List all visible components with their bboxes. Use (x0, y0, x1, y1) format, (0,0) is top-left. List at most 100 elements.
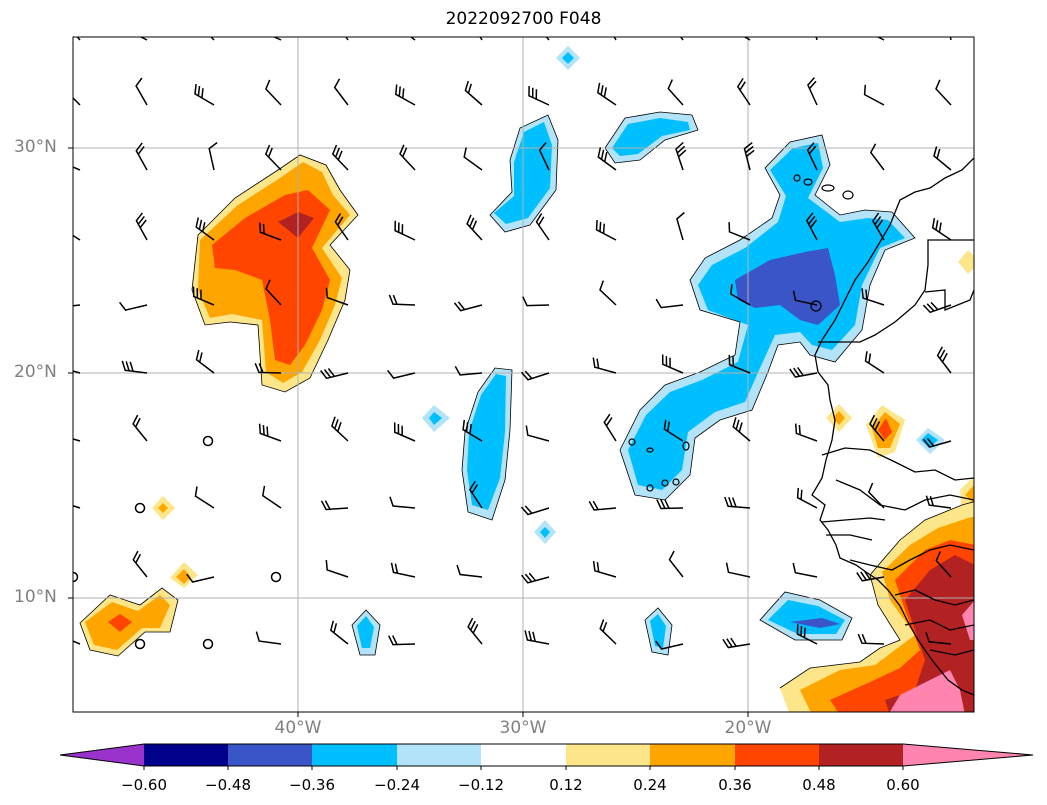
lat-label-10n: 10°N (14, 587, 57, 607)
wind-barb (663, 419, 684, 442)
wind-barb (329, 620, 349, 645)
wind-barb (192, 286, 215, 306)
wind-barb (261, 485, 282, 509)
wind-barb (743, 142, 755, 171)
colorbar (59, 743, 1034, 770)
wind-barb (456, 564, 483, 578)
wind-barb (255, 631, 282, 645)
wind-barb (856, 570, 885, 582)
wind-barb (73, 304, 81, 307)
wind-barb (599, 280, 617, 306)
wind-barb (325, 287, 349, 306)
wind-barb (73, 234, 81, 241)
gridlines (73, 37, 974, 712)
axis-ticks (68, 147, 749, 717)
wind-barb (736, 77, 751, 106)
wind-barb (195, 349, 215, 374)
wind-barb (524, 630, 550, 645)
anomaly-negative-band (620, 135, 915, 500)
lon-label-20w: 20°W (724, 718, 772, 738)
wind-barb (453, 301, 483, 312)
colorbar-tick-label: 0.36 (718, 776, 752, 794)
wind-barb (949, 37, 952, 41)
wind-barb (325, 560, 349, 578)
wind-barb (194, 84, 215, 106)
wind-barb (588, 500, 617, 511)
wind-barb (394, 220, 416, 241)
wind-barb (333, 78, 349, 106)
wind-barb (730, 284, 751, 306)
wind-barb (135, 212, 148, 241)
calm-wind-circles (73, 435, 282, 650)
wind-barb (815, 37, 818, 41)
wind-barb (728, 354, 751, 374)
wind-barb (73, 96, 81, 106)
wind-barb (525, 425, 550, 442)
wind-barb (135, 77, 148, 106)
wind-barb (522, 296, 550, 307)
wind-barb (806, 142, 818, 171)
wind-barb (73, 166, 81, 171)
colorbar-tick-label: −0.60 (121, 776, 167, 794)
wind-barb (668, 550, 684, 578)
wind-barb (466, 214, 483, 241)
wind-barb (389, 496, 416, 509)
wind-barb (656, 499, 684, 510)
colorbar-segment (228, 744, 312, 766)
wind-barb (387, 369, 416, 379)
wind-barb (521, 572, 550, 584)
wind-barb (922, 301, 952, 314)
map-area (73, 37, 974, 712)
colorbar-tick-label: −0.48 (205, 776, 251, 794)
colorbar-tick-label: 0.60 (886, 776, 920, 794)
colorbar-segment (144, 744, 228, 766)
colorbar-extend-low (60, 744, 144, 766)
wind-barb (73, 640, 81, 645)
colorbar-extend-high (903, 744, 1033, 766)
wind-barb (922, 437, 952, 448)
wind-barb (388, 294, 416, 306)
wind-barb (655, 298, 684, 309)
colorbar-segment (819, 744, 903, 766)
wind-barb (210, 37, 215, 41)
wind-barb (73, 505, 81, 509)
wind-barb (258, 423, 282, 442)
wind-barb (334, 213, 349, 241)
colorbar-segment (397, 744, 481, 766)
wind-barb (789, 366, 818, 378)
wind-barb (259, 222, 282, 241)
colorbar-segment (566, 744, 650, 766)
wind-barb (132, 414, 148, 442)
wind-barb (345, 37, 349, 41)
wind-barb (796, 487, 818, 509)
wind-barb (545, 37, 550, 41)
colorbar-segment (735, 744, 819, 766)
wind-barb (194, 486, 215, 509)
wind-barb (869, 414, 885, 442)
colorbar-segment (312, 744, 397, 766)
wind-barb (132, 550, 148, 578)
wind-barb (320, 368, 349, 380)
wind-barb (121, 360, 148, 374)
colorbar-tick-label: 0.48 (802, 776, 836, 794)
wind-barb (135, 142, 148, 171)
anomaly-positive-north (192, 155, 358, 392)
wind-barb (792, 290, 818, 306)
wind-barb (535, 213, 550, 241)
wind-barb (463, 147, 483, 171)
wind-barb (520, 505, 550, 516)
colorbar-tick-label: 0.24 (633, 776, 667, 794)
anomaly-positive-southeast (780, 501, 974, 712)
wind-barb (861, 288, 885, 306)
lat-label-30n: 30°N (14, 137, 57, 157)
colorbar-tick-label: −0.24 (374, 776, 420, 794)
wind-barb (655, 640, 684, 650)
wind-barb (679, 37, 684, 41)
wind-barb (390, 562, 416, 578)
wind-barb (388, 635, 416, 646)
lat-label-20n: 20°N (14, 362, 57, 382)
wind-barb (869, 143, 885, 171)
wind-barb (469, 480, 483, 509)
wind-barb (667, 79, 684, 106)
wind-barb (538, 142, 550, 171)
